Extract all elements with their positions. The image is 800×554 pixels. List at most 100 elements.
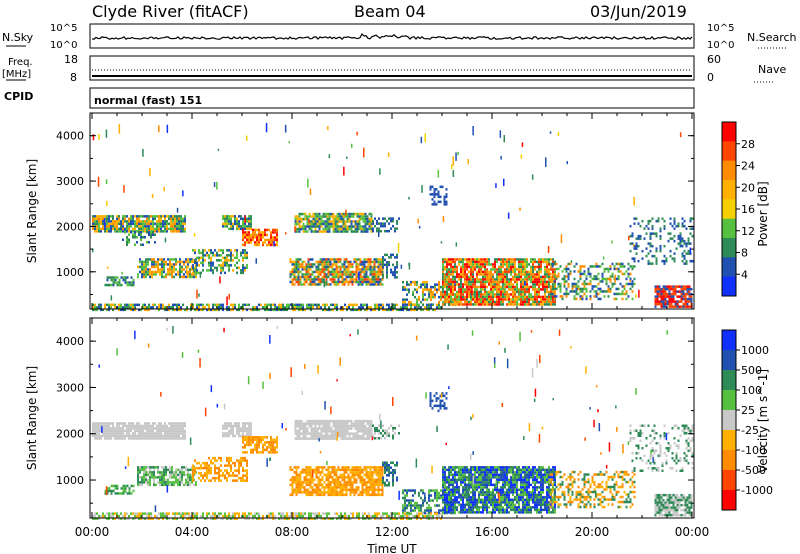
rti-cell <box>625 290 628 293</box>
rti-cell <box>307 270 310 274</box>
rti-cell <box>518 260 520 264</box>
rti-cell <box>408 290 410 294</box>
rti-cell <box>448 288 450 291</box>
rti-cell <box>429 188 432 191</box>
rti-cell <box>534 295 536 299</box>
rti-cell <box>96 437 98 440</box>
rti-cell <box>599 287 602 291</box>
rti-cell <box>276 451 278 454</box>
rti-cell <box>148 303 150 307</box>
rti-cell <box>514 288 516 291</box>
rti-cell <box>653 254 656 258</box>
rti-cell <box>228 422 230 425</box>
rti-cell <box>317 270 320 274</box>
rti-cell <box>476 273 478 276</box>
rti-cell <box>490 303 492 306</box>
rti-cell <box>212 264 214 267</box>
rti-cell <box>153 476 155 479</box>
rti-cell <box>137 468 139 472</box>
rti-cell <box>340 424 343 428</box>
rti-cell <box>108 215 110 218</box>
rti-cell <box>346 227 349 231</box>
rti-cell <box>452 270 454 274</box>
rti-cell <box>472 275 474 279</box>
rti-cell <box>238 306 240 309</box>
rti-cell <box>325 263 328 266</box>
rti-cell <box>124 227 126 231</box>
rti-cell <box>468 275 470 279</box>
rti-cell <box>540 303 542 306</box>
rti-cell <box>104 432 106 435</box>
rti-cell <box>206 471 208 475</box>
rti-cell <box>538 280 540 284</box>
rti-cell <box>344 432 347 435</box>
rti-cell <box>482 285 484 289</box>
rti-cell <box>218 474 220 477</box>
rti-cell <box>380 222 382 225</box>
rti-cell <box>548 295 550 299</box>
rti-cell <box>343 273 346 276</box>
rti-cell <box>318 220 321 223</box>
rti-cell <box>168 427 170 430</box>
rti-cell <box>685 262 688 265</box>
rti-cell <box>136 230 138 233</box>
rti-cell <box>314 225 317 228</box>
rti-cell <box>234 424 236 428</box>
rti-cell <box>171 481 173 484</box>
rti-cell <box>118 222 120 226</box>
rti-cell <box>520 285 522 289</box>
rti-cell <box>147 466 149 469</box>
rti-cell <box>320 230 323 233</box>
rti-cell <box>296 217 299 221</box>
rti-speckle <box>471 285 473 296</box>
rti-cell <box>362 424 365 428</box>
rti-cell <box>182 303 184 307</box>
rti-cell <box>371 275 374 279</box>
rti-cell <box>672 300 675 303</box>
rti-cell <box>552 295 554 299</box>
rti-cell <box>250 227 252 231</box>
rti-cell <box>315 270 318 274</box>
rti-cell <box>581 290 584 293</box>
rti-cell <box>190 308 192 312</box>
rti-cell <box>270 236 272 239</box>
rti-cell <box>136 437 138 440</box>
rti-cell <box>591 285 594 288</box>
rti-cell <box>470 258 472 261</box>
rti-cell <box>94 220 96 223</box>
rti-cell <box>528 303 530 306</box>
rti-cell <box>542 295 544 299</box>
rti-cell <box>181 468 183 472</box>
rti-cell <box>548 285 550 289</box>
rti-cell <box>208 303 210 307</box>
rti-cell <box>120 225 122 228</box>
rti-cell <box>202 466 204 470</box>
rti-cell <box>191 268 193 271</box>
rti-cell <box>192 464 194 467</box>
rti-cell <box>372 424 374 427</box>
rti-cell <box>224 217 226 221</box>
rti-cell <box>315 275 318 279</box>
rti-cell <box>94 308 96 312</box>
rti-cell <box>146 222 148 226</box>
rti-cell <box>234 479 236 482</box>
rti-cell <box>300 427 303 430</box>
rti-cell <box>382 217 384 220</box>
rti-cell <box>508 300 510 304</box>
rti-cell <box>382 256 384 259</box>
rti-cell <box>445 195 448 199</box>
rti-cell <box>343 268 346 271</box>
rti-cell <box>655 247 658 250</box>
rti-cell <box>112 278 115 282</box>
rti-cell <box>468 270 470 274</box>
rti-cell <box>426 283 428 286</box>
rti-cell <box>94 303 96 307</box>
rti-cell <box>371 265 374 269</box>
rti-cell <box>330 432 333 435</box>
rti-cell <box>394 227 396 230</box>
rti-cell <box>360 303 362 307</box>
rti-cell <box>161 258 163 261</box>
rti-cell <box>355 280 358 284</box>
rti-cell <box>151 270 153 274</box>
rti-cell <box>162 220 164 223</box>
